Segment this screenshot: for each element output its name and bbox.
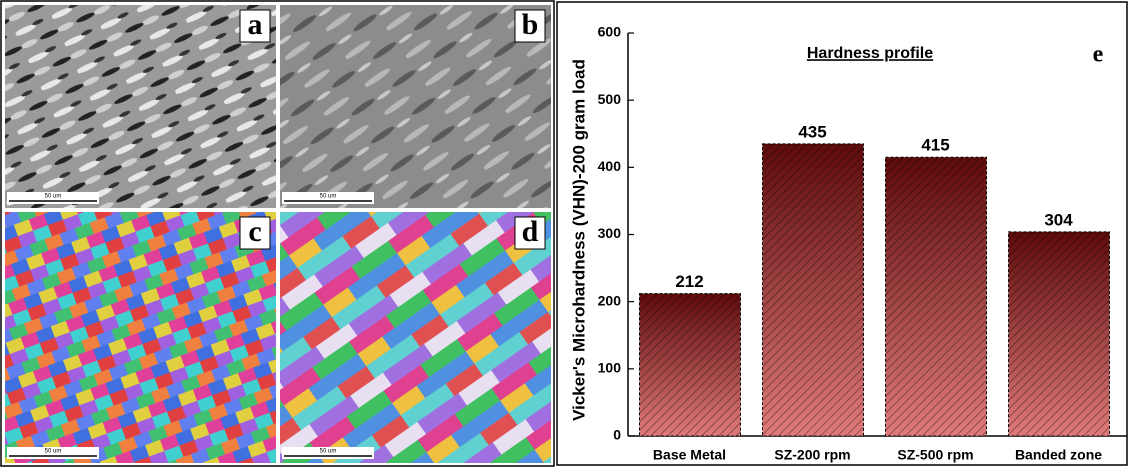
y-tick-label: 600 [598, 24, 622, 40]
y-tick-label: 200 [598, 292, 622, 308]
micrograph [5, 212, 276, 463]
y-tick-label: 300 [598, 225, 622, 241]
scale-label: 50 um [45, 449, 62, 455]
scale-label: 50 um [320, 449, 337, 455]
scale-label: 50 um [320, 194, 337, 200]
micrograph [280, 5, 551, 208]
scale-label: 50 um [45, 194, 62, 200]
y-tick-label: 400 [598, 158, 622, 174]
value-label: 212 [675, 272, 703, 291]
value-label: 304 [1044, 210, 1073, 229]
figure: a 50 um b 50 um c 50 um d 50 um Vicker's Microha… [0, 0, 1129, 467]
panel-label: e [1093, 42, 1104, 68]
value-label: 435 [798, 122, 826, 141]
y-tick-label: 500 [598, 91, 622, 107]
x-tick-label: Base Metal [653, 447, 726, 463]
panel-label: b [522, 8, 539, 41]
micrograph [280, 212, 551, 463]
bar-hatch [886, 157, 987, 436]
y-tick-label: 0 [613, 427, 621, 443]
y-tick-label: 100 [598, 360, 622, 376]
bar-hatch [640, 294, 741, 436]
panel-label: c [248, 215, 261, 248]
x-tick-label: SZ-500 rpm [897, 447, 973, 463]
y-axis-label: Vicker's Microhardness (VHN)-200 gram lo… [569, 59, 588, 421]
value-label: 415 [921, 136, 949, 155]
bar-hatch [1009, 232, 1110, 436]
x-tick-label: SZ-200 rpm [774, 447, 850, 463]
bar-hatch [763, 144, 864, 436]
x-tick-label: Banded zone [1015, 447, 1102, 463]
chart-title: Hardness profile [807, 45, 933, 62]
micrograph [5, 5, 276, 208]
panel-label: a [248, 8, 263, 41]
panel-label: d [522, 215, 539, 248]
